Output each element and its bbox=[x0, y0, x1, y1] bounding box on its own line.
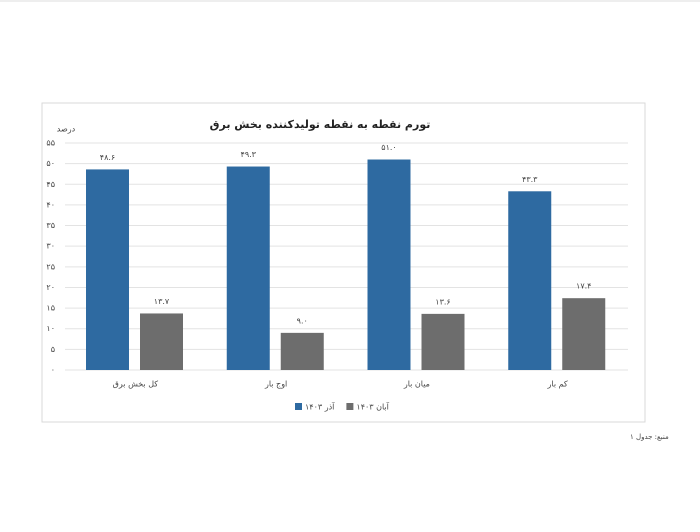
y-tick-label: ۳۵ bbox=[46, 221, 55, 230]
x-tick-label: کم بار bbox=[547, 380, 568, 389]
y-tick-label: ۴۰ bbox=[46, 200, 55, 209]
y-tick-label: ۱۰ bbox=[46, 324, 55, 333]
value-label: ۱۳.۷ bbox=[154, 297, 170, 306]
source-note: منبع: جدول ۱ bbox=[630, 433, 669, 441]
bar bbox=[140, 313, 183, 370]
bar bbox=[508, 191, 552, 370]
x-tick-label: میان بار bbox=[403, 380, 430, 389]
x-tick-label: کل بخش برق bbox=[113, 380, 159, 389]
value-label: ۱۷.۴ bbox=[576, 282, 591, 291]
legend-label: آذر ۱۴۰۳ bbox=[305, 402, 335, 412]
y-axis-label: درصد bbox=[57, 125, 76, 134]
chart-frame bbox=[41, 102, 646, 423]
y-tick-label: ۳۰ bbox=[46, 242, 55, 251]
y-tick-label: ۵۵ bbox=[46, 139, 55, 148]
y-tick-label: ۵۰ bbox=[46, 159, 55, 168]
legend-label: آبان ۱۴۰۳ bbox=[356, 402, 389, 412]
value-label: ۴۳.۳ bbox=[522, 175, 538, 184]
y-tick-label: ۲۵ bbox=[46, 262, 55, 271]
y-tick-label: ۰ bbox=[51, 366, 55, 375]
y-tick-label: ۲۰ bbox=[46, 283, 55, 292]
bar bbox=[226, 166, 270, 370]
y-tick-label: ۴۵ bbox=[46, 180, 55, 189]
bar bbox=[280, 332, 324, 370]
chart-title: تورم نقطه به نقطه تولیدکننده بخش برق bbox=[210, 118, 431, 131]
bar bbox=[421, 313, 465, 370]
legend-swatch bbox=[346, 403, 354, 410]
y-tick-label: ۵ bbox=[51, 345, 55, 354]
value-label: ۴۹.۳ bbox=[241, 150, 257, 159]
x-tick-label: اوج بار bbox=[264, 380, 287, 389]
y-tick-label: ۱۵ bbox=[46, 304, 55, 313]
value-label: ۹.۰ bbox=[297, 316, 308, 325]
bar bbox=[367, 159, 411, 370]
bar bbox=[86, 169, 129, 370]
value-label: ۱۳.۶ bbox=[435, 297, 450, 306]
value-label: ۵۱.۰ bbox=[381, 143, 396, 152]
bar bbox=[562, 298, 606, 370]
value-label: ۴۸.۶ bbox=[100, 153, 115, 162]
legend-swatch bbox=[295, 403, 302, 410]
